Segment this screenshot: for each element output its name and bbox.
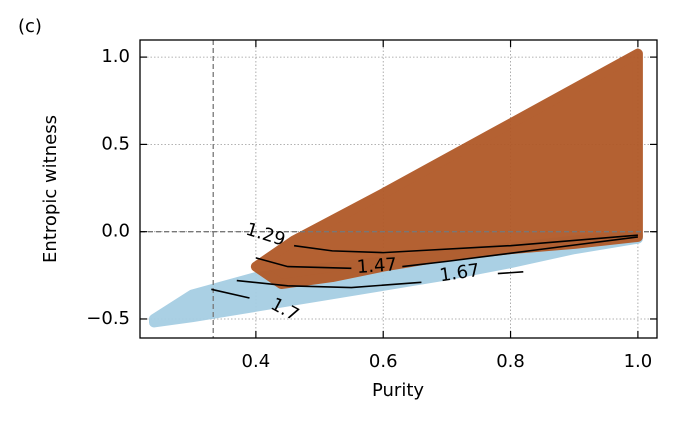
panel-label: (c)	[18, 16, 42, 37]
contour-label: 1.67	[438, 260, 481, 286]
y-tick-label: 0.5	[101, 133, 130, 154]
y-axis-label: Entropic witness	[40, 115, 61, 263]
contour-label: 1.47	[356, 254, 397, 278]
contour-label: 1.29	[243, 219, 287, 251]
y-tick-label: 0.0	[101, 221, 130, 242]
plot-frame	[139, 39, 658, 339]
x-tick-label: 1.0	[624, 351, 653, 372]
contour-line	[236, 271, 524, 289]
y-tick-label: −0.5	[86, 308, 130, 329]
contour-line	[211, 288, 250, 299]
contour-line	[255, 236, 639, 270]
x-tick-label: 0.4	[242, 351, 271, 372]
contour-line	[293, 234, 638, 254]
x-tick-label: 0.8	[496, 351, 525, 372]
point-cloud	[250, 48, 643, 290]
y-tick-label: 1.0	[101, 46, 130, 67]
x-tick-label: 0.6	[369, 351, 398, 372]
x-axis-label: Purity	[372, 380, 424, 401]
